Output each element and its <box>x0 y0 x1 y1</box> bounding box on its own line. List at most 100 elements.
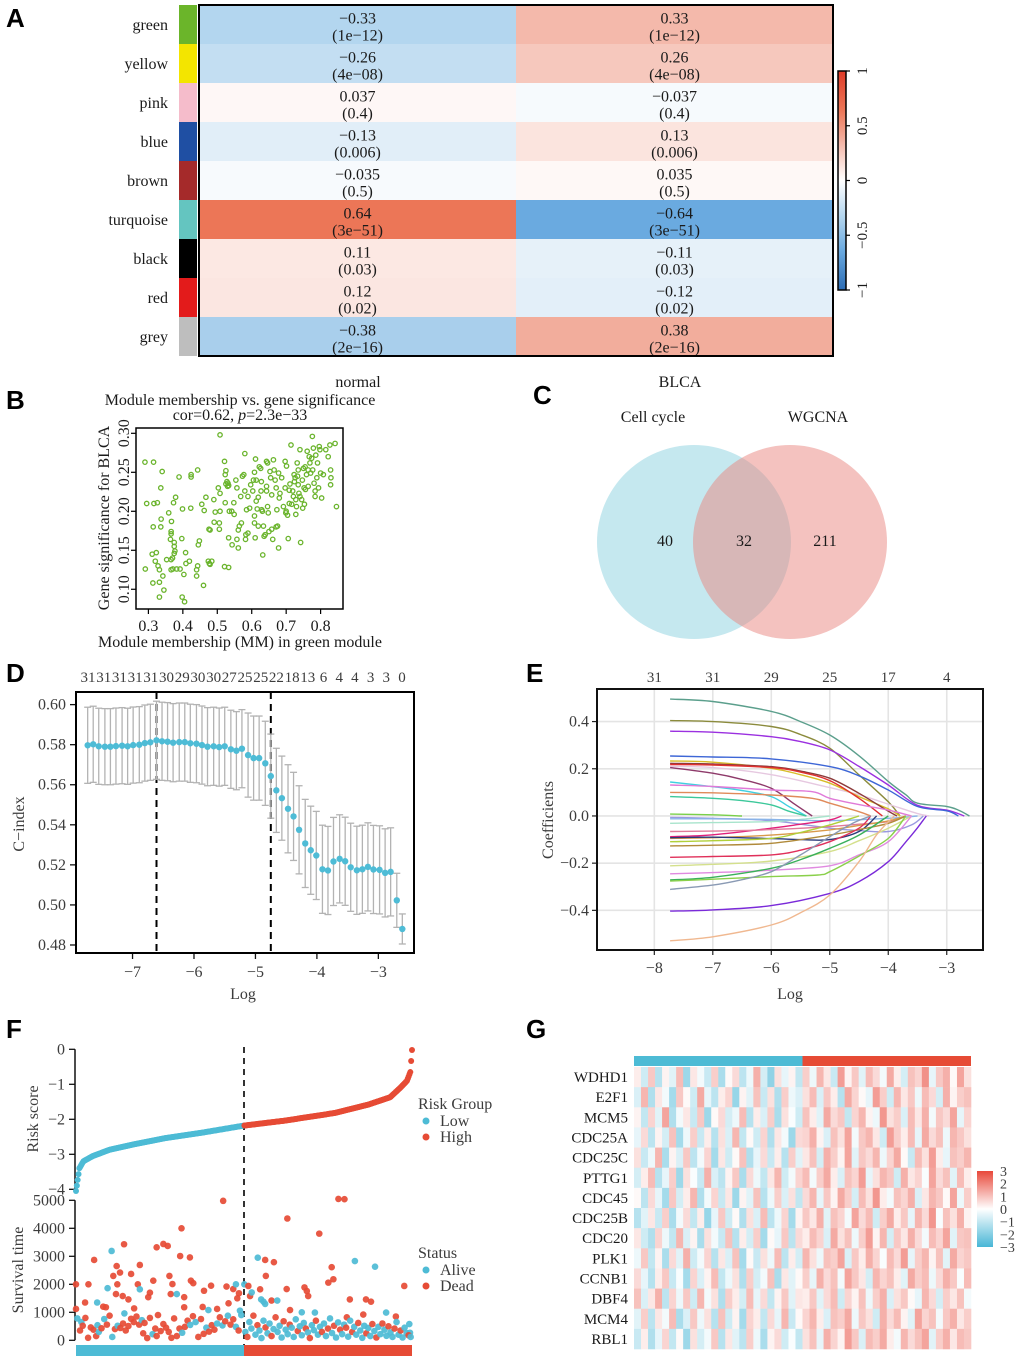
scatter-point <box>203 494 209 501</box>
heatmap-cell <box>746 1187 754 1209</box>
survival-point <box>367 1298 375 1305</box>
cell-correlation-value: −0.33 <box>339 11 376 28</box>
survival-point <box>106 1312 113 1319</box>
heatmap-cell <box>739 1328 747 1350</box>
survival-point <box>392 1313 400 1320</box>
survival-point <box>377 1330 384 1338</box>
survival-point <box>207 1282 215 1289</box>
survival-point <box>90 1256 98 1264</box>
scatter-point <box>156 566 163 573</box>
heatmap-cell <box>914 1107 923 1128</box>
heatmap-cell <box>795 1147 803 1169</box>
heatmap-cell <box>697 1167 705 1189</box>
survival-point <box>290 1333 298 1341</box>
scatter-point <box>299 477 306 483</box>
survival-point <box>385 1323 392 1330</box>
scatter-point <box>234 536 240 543</box>
plot-frame <box>596 688 984 951</box>
heatmap-cell <box>781 1288 789 1310</box>
heatmap-cell <box>956 1167 965 1189</box>
module-color-swatch <box>179 122 197 161</box>
panel-c: C Cell cycle WGCNA 40 32 211 <box>533 380 887 639</box>
survival-point <box>254 1321 261 1329</box>
heatmap-cell <box>837 1208 845 1229</box>
heatmap-cell <box>949 1248 958 1269</box>
y-tick-label: 0.20 <box>116 497 133 525</box>
heatmap-cell <box>935 1268 944 1289</box>
survival-point <box>284 1330 291 1338</box>
risk-score-point <box>73 1188 79 1195</box>
heatmap-cell <box>809 1228 817 1249</box>
heatmap-cell <box>739 1147 747 1169</box>
heatmap-cell <box>802 1228 810 1249</box>
survival-point <box>98 1324 105 1332</box>
heatmap-cell <box>865 1187 874 1209</box>
top-axis-label: 29 <box>764 670 779 686</box>
heatmap-cell <box>690 1067 698 1088</box>
heatmap-cell <box>760 1067 768 1088</box>
survival-point <box>252 1331 259 1338</box>
heatmap-cell <box>662 1127 670 1148</box>
heatmap-cell <box>851 1127 859 1148</box>
heatmap-cell <box>949 1228 958 1249</box>
scatter-point <box>168 518 175 525</box>
heatmap-cell <box>753 1208 761 1229</box>
heatmap-cell <box>655 1208 663 1229</box>
coefficient-path <box>670 815 860 843</box>
gene-label: CDC25B <box>572 1211 628 1227</box>
risk-tick-label: −2 <box>48 1111 65 1128</box>
heatmap-cell <box>795 1308 803 1330</box>
heatmap-cell <box>851 1308 859 1330</box>
heatmap-cell <box>732 1147 740 1169</box>
survival-point <box>229 1316 237 1323</box>
cindex-point <box>381 869 389 877</box>
survival-point <box>346 1317 354 1324</box>
risk-tick-label: −3 <box>48 1146 65 1163</box>
heatmap-cell <box>704 1248 712 1269</box>
survival-point <box>335 1195 342 1203</box>
coefficient-path <box>670 815 872 858</box>
heatmap-cell <box>781 1268 789 1289</box>
gene-label: CCNB1 <box>580 1272 628 1288</box>
heatmap-cell <box>669 1328 677 1350</box>
scatter-point <box>259 552 266 558</box>
scatter-point <box>312 488 318 494</box>
heatmap-cell <box>879 1187 888 1209</box>
heatmap-cell <box>823 1328 831 1350</box>
heatmap-cell <box>886 1067 895 1088</box>
cell-p-value: (0.4) <box>659 106 690 123</box>
x-tick-label: −5 <box>821 960 838 977</box>
scatter-point <box>250 477 257 483</box>
heatmap-cell <box>774 1147 782 1169</box>
heatmap-cell <box>697 1268 705 1289</box>
heatmap-cell <box>676 1228 684 1249</box>
cell-p-value: (4e−08) <box>332 67 383 84</box>
heatmap-cell <box>774 1328 782 1350</box>
panel-e: E −8 31 −7 31 −6 29 −5 25 −4 17 −3 4 −0.4 −0.2 0.0 0.2 0… <box>526 658 984 1003</box>
heatmap-cell <box>683 1288 691 1310</box>
heatmap-cell <box>914 1147 923 1169</box>
survival-point <box>250 1312 257 1319</box>
scatter-point <box>309 467 316 473</box>
module-color-swatch <box>179 161 197 200</box>
legend-dead-marker <box>422 1282 430 1290</box>
heatmap-cell <box>669 1147 677 1169</box>
heatmap-cell <box>949 1107 958 1128</box>
heatmap-cell <box>725 1167 733 1189</box>
module-label: pink <box>140 95 168 112</box>
scatter-point <box>312 493 318 500</box>
heatmap-cell <box>760 1288 768 1310</box>
heatmap-cell <box>781 1248 789 1269</box>
scatter-point <box>254 506 261 512</box>
heatmap-cell <box>865 1067 874 1088</box>
legend-alive-marker <box>422 1266 430 1274</box>
cell-p-value: (0.006) <box>334 145 381 162</box>
heatmap-cell <box>907 1228 916 1249</box>
scatter-point <box>231 511 238 518</box>
heatmap-cell <box>683 1187 691 1209</box>
cv-cindex-plot: 0.480.500.520.540.560.580.60−7 −6 −5 −4 −331… <box>38 670 406 981</box>
heatmap-cell <box>662 1187 670 1209</box>
heatmap-cell <box>746 1268 754 1289</box>
heatmap-cell <box>746 1127 754 1148</box>
heatmap-cell <box>942 1187 951 1209</box>
